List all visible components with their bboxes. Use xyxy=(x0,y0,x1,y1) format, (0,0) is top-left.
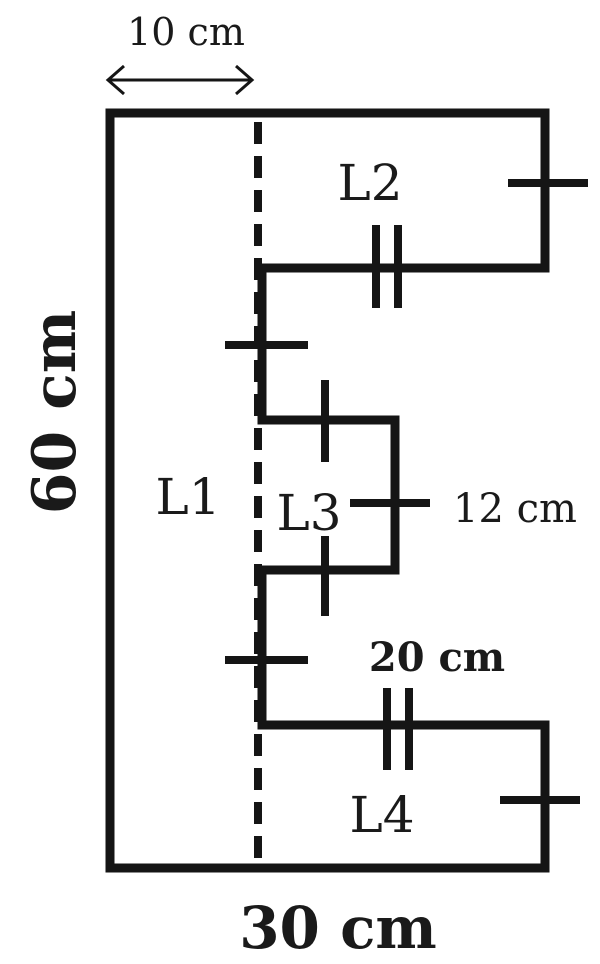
section-label-l2: L2 xyxy=(337,154,402,212)
section-label-l3: L3 xyxy=(276,484,341,542)
bottom-dimension-label: 30 cm xyxy=(239,894,437,962)
left-dimension-label: 60 cm xyxy=(20,310,90,514)
section-label-l4: L4 xyxy=(349,786,414,844)
l4-dimension-label: 20 cm xyxy=(369,634,505,681)
top-dimension-label: 10 cm xyxy=(127,10,245,54)
l3-dimension-label: 12 cm xyxy=(453,486,577,532)
section-label-l1: L1 xyxy=(155,468,220,526)
top-dimension-arrow xyxy=(105,64,255,96)
